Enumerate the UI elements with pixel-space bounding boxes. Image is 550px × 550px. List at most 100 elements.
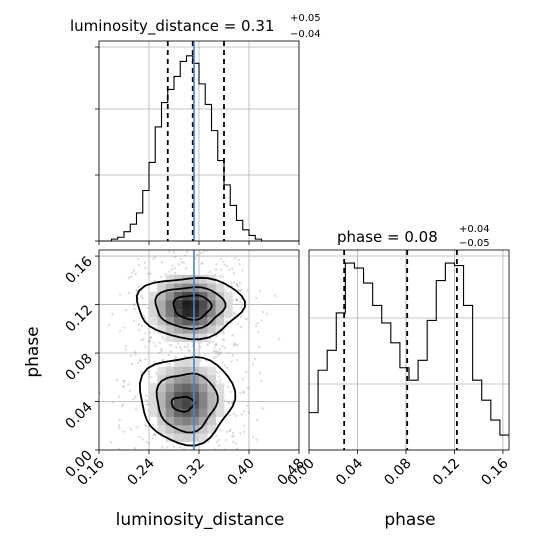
- density-cell: [165, 283, 175, 292]
- scatter-point: [217, 352, 220, 355]
- scatter-point: [224, 288, 227, 292]
- density-cell: [207, 383, 216, 392]
- scatter-point: [152, 434, 155, 437]
- scatter-point: [221, 275, 224, 278]
- density-cell: [199, 325, 208, 334]
- ticks-joint-panel: [95, 255, 300, 454]
- density-cell: [215, 316, 225, 326]
- scatter-point: [124, 348, 127, 351]
- density-cell: [165, 333, 175, 342]
- contour-lower-inner: [170, 395, 196, 413]
- density-cell: [190, 333, 200, 342]
- scatter-point: [185, 250, 189, 254]
- scatter-point: [254, 324, 258, 328]
- frame-right-panel: [308, 249, 510, 451]
- scatter-point: [160, 348, 163, 351]
- scatter-point: [232, 344, 236, 347]
- scatter-point: [168, 362, 172, 366]
- scatter-point: [203, 460, 205, 462]
- scatter-point: [107, 323, 111, 327]
- scatter-point: [232, 412, 236, 416]
- scatter-point: [162, 451, 164, 453]
- density-cell: [207, 375, 216, 384]
- density-cell: [149, 308, 158, 317]
- scatter-point: [214, 480, 216, 482]
- scatter-point: [149, 272, 152, 275]
- scatter-point: [222, 260, 225, 263]
- scatter-point: [177, 263, 181, 266]
- scatter-point: [235, 298, 239, 302]
- scatter-point: [239, 300, 242, 303]
- density-cell: [174, 316, 183, 326]
- scatter-point: [215, 263, 218, 266]
- scatter-point: [233, 281, 236, 284]
- scatter-point: [233, 257, 237, 260]
- density-cell: [190, 425, 200, 434]
- x-tick-labels-luminosity-distance: 0.16 0.24 0.32 0.40 0.48: [74, 455, 307, 488]
- density-cell: [215, 383, 225, 392]
- scatter-point: [212, 350, 216, 353]
- scatter-point: [180, 260, 184, 264]
- scatter-point: [153, 331, 156, 334]
- density-cell: [190, 383, 200, 392]
- quantile-lines-luminosity-distance: [166, 41, 225, 241]
- scatter-point: [142, 303, 146, 306]
- scatter-point: [147, 425, 150, 428]
- scatter-point: [236, 285, 240, 288]
- scatter-point: [257, 331, 260, 334]
- scatter-point: [246, 404, 249, 407]
- density-cell: [199, 375, 208, 384]
- scatter-point: [261, 407, 265, 410]
- scatter-point: [232, 440, 235, 443]
- scatter-point: [240, 325, 243, 329]
- x-tick-label-phase-2: 0.08: [381, 456, 414, 489]
- scatter-point: [121, 246, 123, 248]
- density-cell: [215, 391, 225, 401]
- scatter-point: [258, 289, 261, 292]
- scatter-point: [237, 289, 240, 292]
- scatter-point: [162, 338, 166, 341]
- density-cell: [199, 408, 208, 417]
- scatter-point: [172, 251, 176, 254]
- density-cell: [174, 383, 183, 392]
- scatter-point: [241, 269, 244, 272]
- scatter-point: [127, 383, 130, 386]
- scatter-point: [185, 267, 188, 270]
- scatter-point: [228, 316, 231, 319]
- density-cell: [207, 425, 216, 434]
- scatter-point: [227, 352, 230, 355]
- scatter-point: [256, 418, 259, 422]
- scatter-point: [149, 376, 152, 379]
- scatter-point: [188, 349, 191, 352]
- scatter-point: [231, 267, 234, 271]
- scatter-point: [154, 256, 157, 259]
- density-cell: [174, 400, 183, 409]
- density-cell: [165, 391, 175, 401]
- scatter-point: [121, 385, 125, 389]
- scatter-point: [124, 344, 128, 348]
- scatter-point: [122, 403, 125, 406]
- scatter-point: [118, 427, 121, 430]
- scatter-point: [218, 275, 221, 278]
- density-cell: [182, 433, 191, 442]
- scatter-point: [111, 401, 115, 404]
- joint-panel: 0.16 0.24 0.32 0.40 0.48 0.000.040.080.120.1…: [23, 246, 308, 530]
- scatter-point: [208, 270, 212, 274]
- scatter-point: [187, 349, 191, 352]
- y-tick-label-1: 0.04: [62, 399, 95, 432]
- marginal-panel-luminosity-distance: luminosity_distance = 0.31 +0.05 −0.04: [70, 13, 321, 245]
- scatter-point: [229, 414, 232, 417]
- scatter-point: [122, 380, 125, 383]
- density-cell: [224, 300, 233, 309]
- scatter-point: [123, 379, 126, 383]
- scatter-point: [172, 483, 174, 485]
- scatter-point: [153, 279, 156, 282]
- scatter-point: [120, 404, 124, 408]
- scatter-point: [230, 281, 233, 285]
- histogram-step-phase: [309, 262, 509, 436]
- scatter-point: [144, 423, 147, 426]
- scatter-point: [207, 470, 209, 472]
- scatter-point: [133, 350, 137, 354]
- ticks-top-panel: [95, 46, 300, 245]
- scatter-point: [206, 343, 209, 347]
